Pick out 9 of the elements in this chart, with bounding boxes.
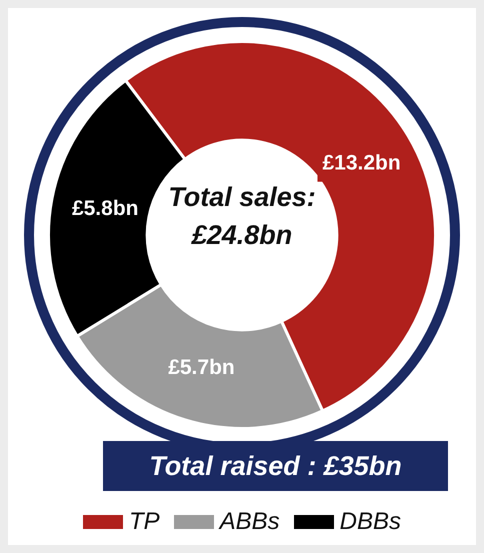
- data-label: £5.7bn: [168, 356, 235, 379]
- legend-label: DBBs: [340, 508, 402, 536]
- data-label: £13.2bn: [322, 151, 401, 174]
- text: Total raised : £35bn: [103, 441, 448, 491]
- legend-label: TP: [128, 508, 160, 536]
- text: £24.8bn: [190, 219, 294, 252]
- text: Total sales:: [167, 181, 317, 214]
- data-label: £5.8bn: [72, 196, 138, 220]
- legend-label: ABBs: [220, 508, 280, 536]
